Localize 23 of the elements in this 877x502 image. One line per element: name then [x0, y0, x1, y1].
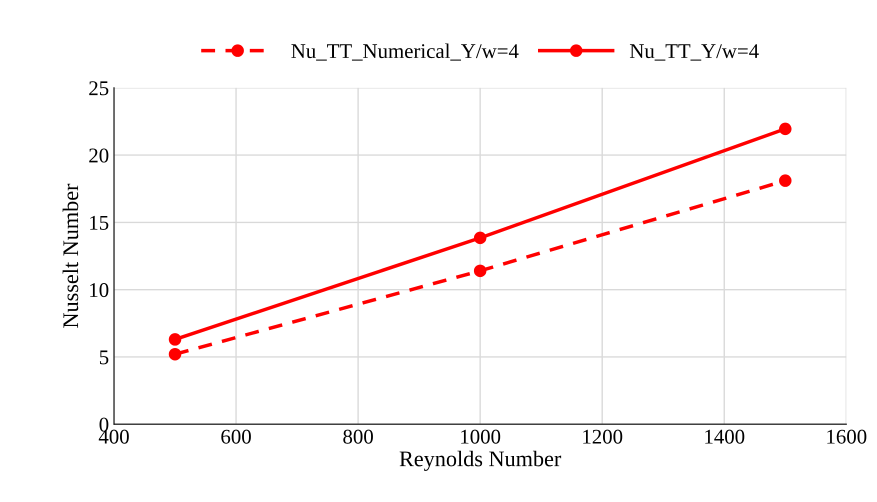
point: [168, 333, 182, 346]
x-axis-title: Reynolds Number: [400, 450, 562, 471]
x-tick-label: 400: [98, 430, 129, 444]
point: [474, 232, 486, 244]
y-tick-label: 15: [90, 216, 108, 230]
point: [779, 122, 792, 136]
y-tick-label: 10: [90, 283, 108, 298]
legend-label: Nu_TT_Y/w=4: [630, 44, 759, 61]
x-tick-label: 1000: [461, 430, 500, 444]
y-tick-label: 25: [89, 81, 108, 96]
x-tick-label: 1200: [583, 430, 622, 444]
y-tick-label: 0: [100, 418, 108, 432]
legend-label: Nu_TT_Numerical_Y/w=4: [291, 43, 519, 61]
point: [474, 264, 486, 278]
y-tick-label: 20: [89, 148, 108, 163]
y-axis-title: Nusselt Number: [62, 184, 78, 328]
point: [168, 348, 182, 360]
x-tick-label: 1400: [705, 430, 744, 444]
x-tick-label: 600: [221, 430, 251, 444]
y-tick-label: 5: [100, 350, 108, 364]
x-tick-label: 1600: [827, 430, 866, 444]
x-tick-label: 800: [343, 430, 373, 444]
point: [779, 174, 792, 187]
